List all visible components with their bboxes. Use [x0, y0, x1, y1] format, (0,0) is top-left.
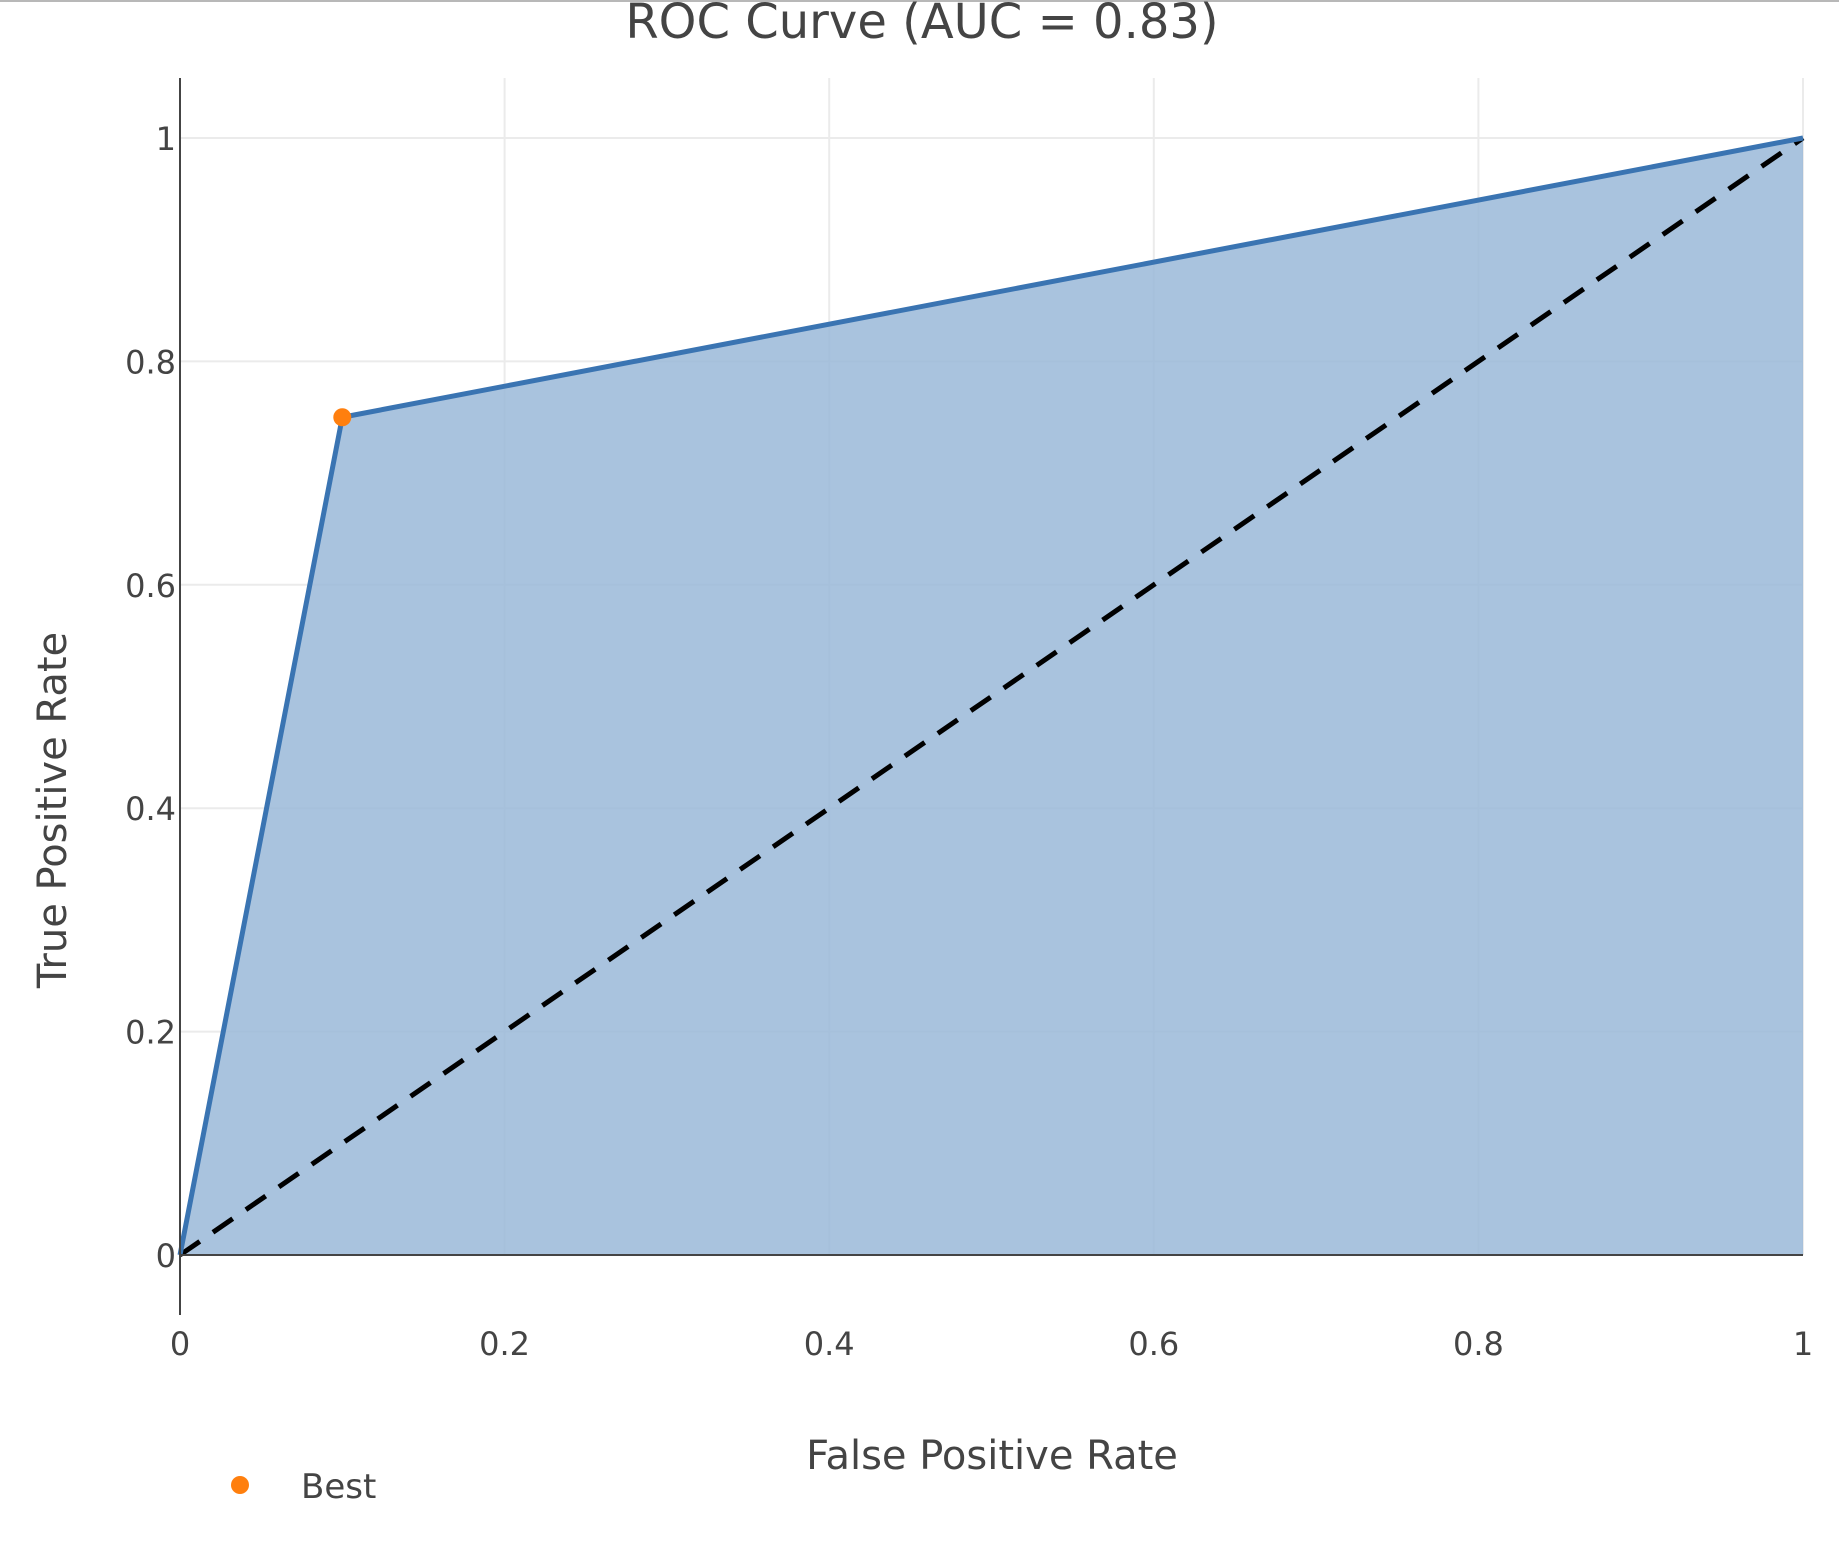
legend[interactable]: Best [231, 1467, 376, 1507]
best-point-marker [333, 408, 352, 427]
x-tick-label-2: 0.4 [804, 1325, 855, 1363]
chart-title: ROC Curve (AUC = 0.83) [625, 0, 1218, 50]
legend-label-best: Best [301, 1467, 376, 1507]
x-tick-label-3: 0.6 [1128, 1325, 1179, 1363]
y-tick-label-2: 0.4 [125, 790, 176, 828]
y-tick-label-1: 0.2 [125, 1014, 176, 1052]
y-tick-label-3: 0.6 [125, 567, 176, 605]
y-tick-label-4: 0.8 [125, 343, 176, 381]
chance-diagonal-line [178, 135, 1805, 1258]
y-axis-title: True Positive Rate [30, 632, 76, 989]
top-border [0, 0, 1839, 2]
x-tick-label-4: 0.8 [1453, 1325, 1504, 1363]
x-axis-title: False Positive Rate [806, 1433, 1178, 1479]
x-tick-label-1: 0.2 [479, 1325, 530, 1363]
axis-layer: 0 0.2 0.4 0.6 0.8 1 0 0.2 0.4 0.6 0.8 1 [125, 78, 1813, 1363]
legend-marker-best [231, 1476, 249, 1494]
plot-layer [177, 135, 1805, 1258]
x-tick-label-5: 1 [1793, 1325, 1813, 1363]
y-tick-label-0: 0 [156, 1237, 176, 1275]
x-tick-label-0: 0 [170, 1325, 190, 1363]
y-tick-label-5: 1 [156, 120, 176, 158]
